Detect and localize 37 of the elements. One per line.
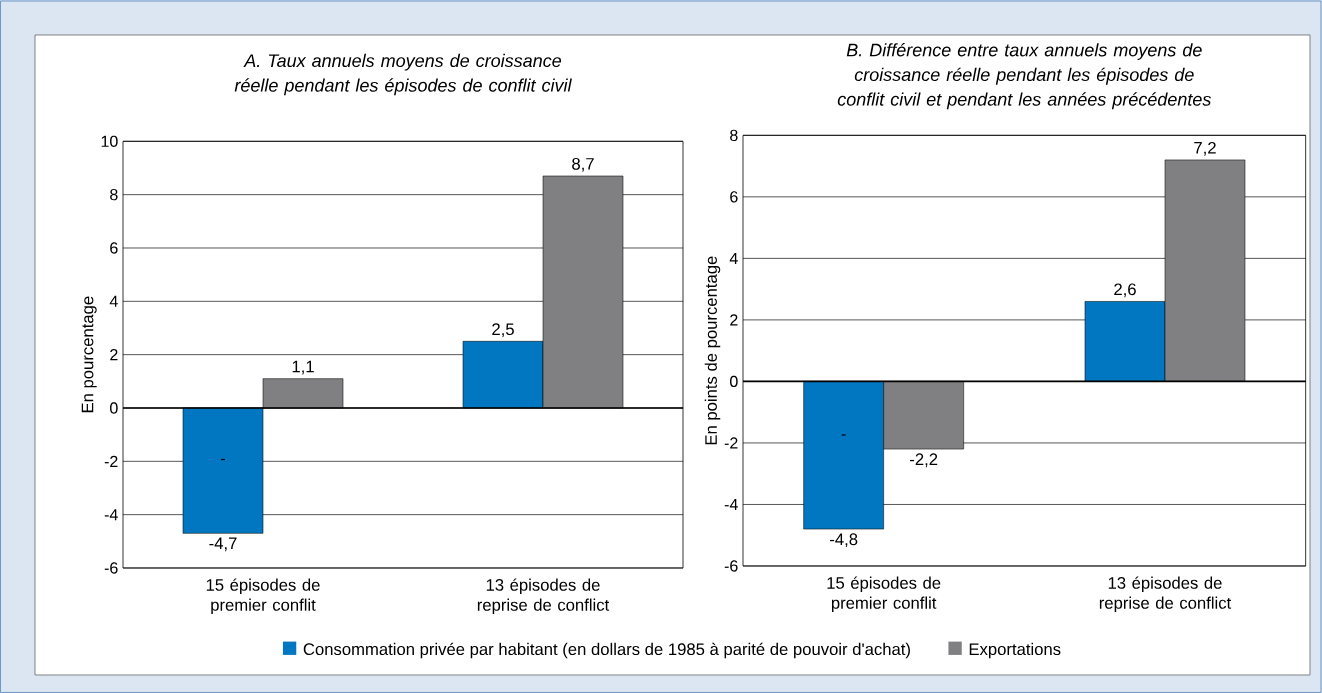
data-label: 1,1	[292, 360, 314, 375]
chart-title: A. Taux annuels moyens de croissance réelle pendant les épisodes de conflit civil	[234, 53, 572, 96]
y-axis-title: En points de pourcentage	[704, 256, 721, 445]
y-tick-label: 6	[110, 242, 118, 254]
y-tick-label: 2	[730, 314, 738, 326]
y-tick-label: 4	[109, 295, 118, 307]
x-tick-label: 15 épisodes de premier conflit	[827, 576, 941, 613]
y-tick-label: 6	[730, 191, 738, 203]
y-axis-title: En pourcentage	[81, 296, 97, 413]
legend-label: Consommation privée par habitant (en dollars de 1985 à parité de pouvoir d'achat)	[303, 642, 910, 659]
y-tick-label: -4	[724, 498, 738, 510]
data-label: 2,6	[1114, 283, 1136, 298]
y-tick-label: 10	[101, 135, 118, 147]
chart-title: B. Différence entre taux annuels moyens de croissance réelle pendant les épisodes de conflit civil et pendant les années précédentes	[837, 42, 1211, 110]
y-tick-label: 8	[110, 189, 118, 201]
y-tick-label: -2	[724, 437, 738, 449]
y-tick-label: 8	[730, 129, 738, 141]
data-label: 8,7	[572, 157, 594, 172]
x-tick-label: 13 épisodes de reprise de conflict	[477, 578, 610, 615]
data-label: -2,2	[910, 453, 938, 468]
data-label: 2,5	[492, 323, 514, 338]
x-tick-label: 13 épisodes de reprise de conflict	[1099, 576, 1232, 613]
y-tick-label: -6	[104, 562, 118, 574]
y-tick-label: -4	[104, 509, 118, 521]
x-tick-label: 15 épisodes de premier conflit	[206, 578, 320, 615]
data-label: -4,8	[830, 533, 858, 548]
annotation: -	[221, 458, 225, 461]
data-label: -4,7	[209, 537, 237, 552]
y-tick-label: 2	[110, 349, 118, 361]
legend-label: Exportations	[969, 642, 1061, 659]
annotation: -	[841, 434, 846, 436]
data-label: 7,2	[1194, 141, 1216, 156]
y-tick-label: 0	[730, 375, 738, 388]
y-tick-label: -2	[104, 455, 118, 467]
y-tick-label: 4	[729, 252, 738, 264]
y-tick-label: 0	[110, 402, 118, 414]
y-tick-label: -6	[724, 560, 738, 572]
